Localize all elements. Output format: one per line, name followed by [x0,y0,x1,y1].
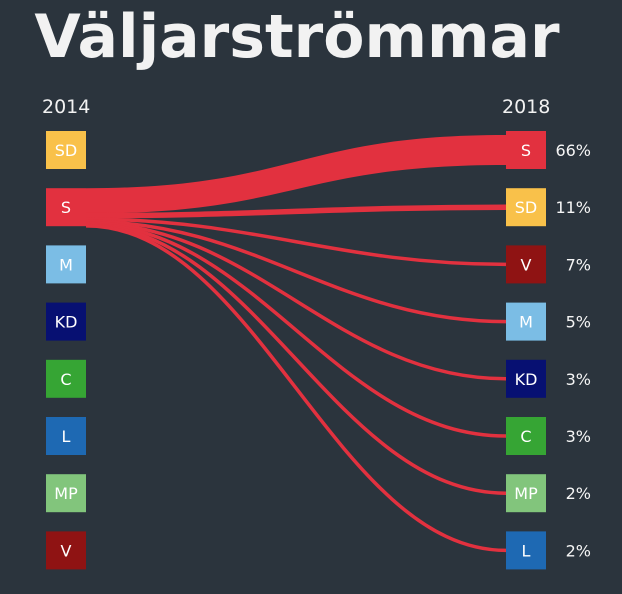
target-node-m [506,302,546,341]
chart-title: Väljarströmmar [34,2,560,72]
flow-percent-label-sd: 11% [555,198,591,217]
source-node-c [46,359,86,398]
target-node-label-kd: KD [515,370,538,389]
source-node-label-kd: KD [55,313,78,332]
flow-percent-label-m: 5% [566,313,591,332]
target-node-l [506,531,546,570]
source-node-s [46,188,86,227]
flow-s-to-m [85,219,507,324]
target-node-label-m: M [519,313,533,332]
source-node-label-mp: MP [54,484,78,503]
source-node-label-sd: SD [55,141,77,160]
flow-s-to-mp [85,223,507,495]
source-node-l [46,417,86,455]
target-node-label-mp: MP [514,484,538,503]
target-node-v [506,245,546,284]
flow-s-to-s [86,135,506,214]
flow-s-to-sd [85,204,507,219]
flow-s-to-kd [85,221,507,381]
target-node-label-c: C [520,427,531,446]
source-node-label-v: V [61,541,72,560]
source-node-label-m: M [59,255,73,274]
target-year-label: 2018 [502,96,551,118]
flow-percent-label-kd: 3% [566,370,591,389]
flow-s-to-v [85,217,507,267]
source-node-label-c: C [60,370,71,389]
target-node-label-l: L [522,541,531,560]
flows-group [85,135,507,553]
target-node-mp [506,474,546,513]
source-year-label: 2014 [42,96,91,118]
target-node-s [506,131,546,169]
flow-percent-label-v: 7% [566,255,591,274]
target-nodes-group: S SD V M KD C MP L 66% 11% 7% 5% 3% 3% 2% 2% [506,131,591,570]
source-nodes-group: SD S M KD C L MP V [46,131,86,570]
source-node-v [46,531,86,570]
flow-s-to-c [85,222,507,438]
target-node-kd [506,359,546,398]
source-node-kd [46,302,86,341]
source-node-mp [46,474,86,513]
target-node-sd [506,188,546,227]
source-node-m [46,245,86,284]
flow-percent-label-s: 66% [555,141,591,160]
flow-percent-label-c: 3% [566,427,591,446]
flow-percent-label-l: 2% [566,541,591,560]
flow-percent-label-mp: 2% [566,484,591,503]
source-node-sd [46,131,86,169]
flow-s-to-l [85,224,507,553]
target-node-label-sd: SD [515,198,537,217]
source-node-label-l: L [62,427,71,446]
target-node-label-v: V [521,255,532,274]
source-node-label-s: S [61,198,71,217]
target-node-c [506,417,546,455]
target-node-label-s: S [521,141,531,160]
